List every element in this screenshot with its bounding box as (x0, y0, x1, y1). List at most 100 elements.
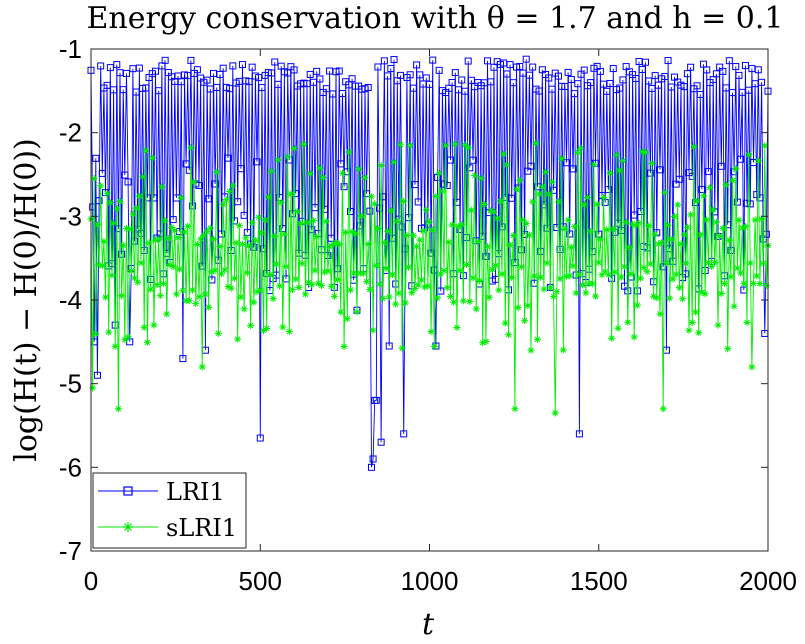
data-point (748, 363, 756, 371)
data-point (717, 290, 725, 298)
data-point (95, 261, 103, 269)
data-point (205, 303, 213, 311)
data-point (308, 226, 316, 234)
data-point (219, 64, 227, 72)
data-point (680, 231, 688, 239)
data-point (509, 79, 517, 87)
data-point (467, 206, 475, 214)
data-point (446, 156, 454, 164)
data-point (434, 294, 442, 302)
data-point (185, 297, 193, 305)
data-point (313, 67, 321, 75)
data-point (606, 79, 614, 87)
data-point (453, 323, 461, 331)
data-point (596, 67, 604, 75)
tick-labels: 0 500 1000 1500 2000 -1 -2 -3 -4 -5 -6 -7 (59, 34, 797, 596)
data-point (129, 210, 137, 218)
data-point (714, 321, 722, 329)
data-point (704, 168, 712, 176)
data-point (398, 344, 406, 352)
data-point (114, 405, 122, 413)
data-point (593, 200, 601, 208)
data-point (89, 384, 97, 392)
data-point (661, 73, 669, 81)
data-point (387, 65, 395, 73)
data-point (508, 274, 516, 282)
data-point (189, 202, 197, 210)
data-point (263, 324, 271, 332)
data-point (582, 289, 590, 297)
data-point (189, 286, 197, 294)
data-point (603, 87, 611, 95)
data-point (484, 57, 492, 65)
data-point (305, 278, 313, 286)
data-point (285, 328, 293, 336)
data-point (435, 169, 443, 177)
data-point (693, 197, 701, 205)
y-tick-label: -7 (59, 536, 82, 566)
data-point (140, 323, 148, 331)
data-point (380, 239, 388, 247)
data-point (646, 260, 654, 268)
y-axis-label: log(H(t) − H(0)/H(0)) (9, 138, 44, 462)
legend-label-lri1: LRI1 (166, 478, 225, 506)
data-point (153, 281, 161, 289)
data-point (245, 242, 253, 250)
data-point (495, 286, 503, 294)
data-point (712, 218, 720, 226)
data-point (116, 197, 124, 205)
data-point (203, 76, 211, 84)
data-point (638, 65, 646, 73)
data-point (230, 217, 238, 225)
data-point (106, 199, 114, 207)
data-point (629, 220, 637, 228)
data-point (617, 273, 625, 281)
data-point (280, 230, 288, 238)
data-point (340, 183, 348, 191)
data-point (482, 252, 490, 260)
data-point (725, 236, 733, 244)
data-point (695, 329, 703, 337)
data-point (477, 174, 485, 182)
data-point (150, 321, 158, 329)
data-point (604, 186, 612, 194)
data-point (479, 232, 487, 240)
data-point (89, 203, 97, 211)
data-point (139, 173, 147, 181)
data-point (171, 227, 179, 235)
data-point (590, 160, 598, 168)
data-point (390, 56, 398, 64)
data-point (243, 269, 251, 277)
data-point (485, 293, 493, 301)
data-point (451, 69, 459, 77)
data-point (540, 285, 548, 293)
data-point (561, 225, 569, 233)
data-point (268, 167, 276, 175)
data-point (332, 238, 340, 246)
data-point (516, 176, 524, 184)
data-point (372, 262, 380, 270)
data-point (166, 261, 174, 269)
data-point (696, 231, 704, 239)
data-point (324, 267, 332, 275)
data-point (685, 326, 693, 334)
data-point (426, 80, 433, 88)
data-point (148, 154, 156, 162)
data-point (377, 438, 385, 446)
data-point (329, 240, 337, 248)
data-point (503, 70, 511, 78)
data-point (679, 295, 687, 303)
data-point (735, 216, 743, 224)
data-point (656, 166, 664, 174)
data-point (529, 198, 537, 206)
data-point (614, 219, 622, 227)
data-point (533, 335, 541, 343)
data-point (587, 79, 595, 87)
data-point (247, 322, 255, 330)
data-point (566, 272, 574, 280)
data-point (237, 293, 245, 301)
data-point (190, 178, 198, 186)
data-point (522, 220, 530, 228)
data-point (351, 230, 359, 238)
data-point (464, 57, 472, 65)
